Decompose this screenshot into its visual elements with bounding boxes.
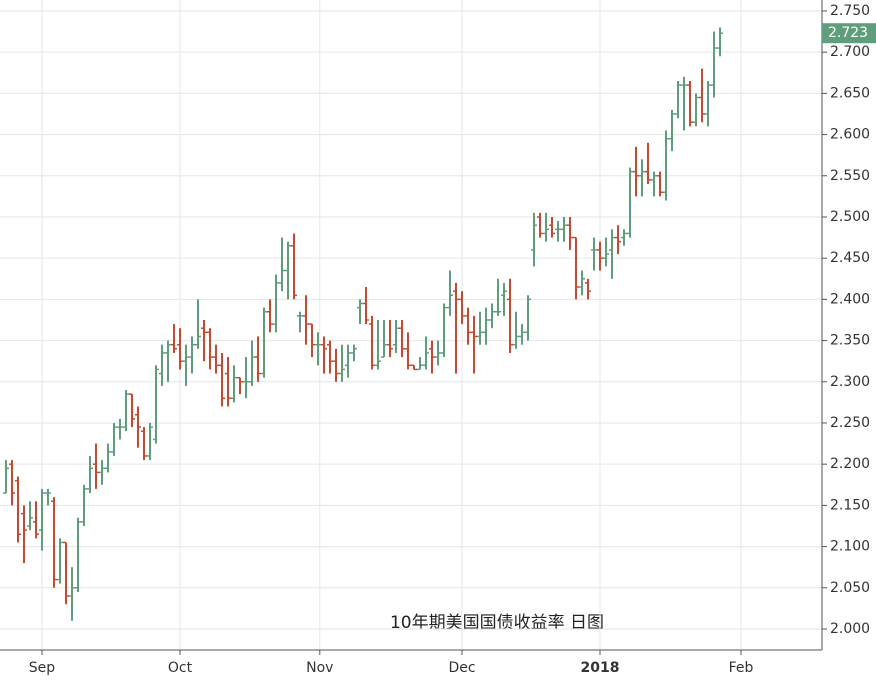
x-tick-label: 2018 <box>581 660 620 676</box>
x-tick-label: Sep <box>29 660 56 676</box>
x-tick-label: Feb <box>729 660 754 676</box>
y-tick-label: 2.100 <box>830 539 870 555</box>
x-tick-label: Nov <box>306 660 333 676</box>
y-tick-label: 2.650 <box>830 85 870 101</box>
last-value-box <box>822 23 876 44</box>
y-tick-label: 2.750 <box>830 3 870 19</box>
y-tick-label: 2.000 <box>830 621 870 637</box>
y-tick-label: 2.450 <box>830 250 870 266</box>
y-tick-label: 2.550 <box>830 168 870 184</box>
y-tick-label: 2.050 <box>830 580 870 596</box>
chart-annotation: 10年期美国国债收益率 日图 <box>390 613 604 633</box>
x-tick-label: Oct <box>168 660 193 676</box>
y-tick-label: 2.400 <box>830 291 870 307</box>
x-tick-label: Dec <box>448 660 475 676</box>
y-tick-label: 2.600 <box>830 127 870 143</box>
y-tick-label: 2.150 <box>830 497 870 513</box>
y-tick-label: 2.250 <box>830 415 870 431</box>
y-tick-label: 2.350 <box>830 333 870 349</box>
y-tick-label: 2.500 <box>830 209 870 225</box>
last-value-label: 2.723 <box>828 25 868 41</box>
y-tick-label: 2.200 <box>830 456 870 472</box>
y-tick-label: 2.300 <box>830 374 870 390</box>
y-tick-label: 2.700 <box>830 44 870 60</box>
